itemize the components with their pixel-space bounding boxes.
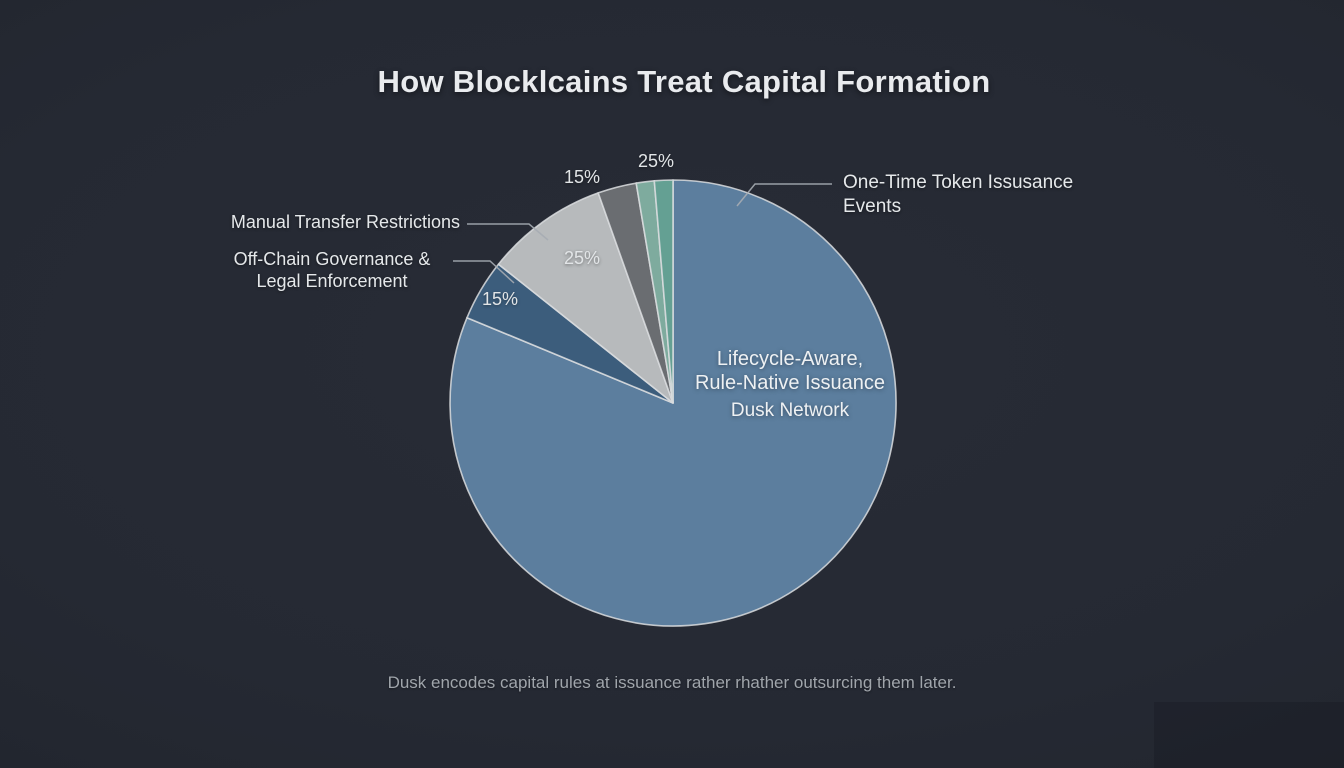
callout-label-off-chain-governance: Off-Chain Governance & Legal Enforcement — [182, 248, 482, 292]
leader-line-off-chain — [453, 260, 515, 284]
slice-label-line1: Lifecycle-Aware, — [716, 348, 864, 370]
pct-label-sage-teal-slice: 25% — [637, 151, 675, 171]
callout-label-off-chain-line2: Legal Enforcement — [256, 271, 408, 291]
callout-label-one-time-line1: One-Time Token Issusance — [843, 172, 1074, 193]
pct-label-manual-transfer-slice: 25% — [563, 248, 601, 268]
slice-label-line2: Rule-Native Issuance — [694, 372, 886, 394]
callout-label-manual-transfer: Manual Transfer Restrictions — [230, 212, 460, 232]
leader-line-one-time-issuance — [736, 183, 832, 207]
slice-label-line3: Dusk Network — [730, 400, 850, 421]
pie-slice-one-time-token-issuance — [653, 179, 674, 404]
leader-lines — [453, 183, 832, 284]
page-title: How Blocklcains Treat Capital Formation — [377, 64, 991, 99]
pct-label-dark-gray-slice: 15% — [563, 167, 601, 187]
callout-label-off-chain-line1: Off-Chain Governance & — [233, 249, 431, 269]
pct-label-off-chain-slice: 15% — [481, 289, 519, 309]
watermark-area — [1154, 702, 1344, 768]
callout-label-one-time-line2: Events — [843, 195, 902, 217]
leader-line-manual-transfer — [467, 223, 549, 241]
pie-slices — [449, 179, 897, 627]
slice-label-dusk-network: Lifecycle-Aware, Rule-Native Issuance Du… — [650, 347, 930, 422]
chart-caption: Dusk encodes capital rules at issuance r… — [387, 673, 957, 692]
pie-slice-manual-transfer-restrictions — [497, 192, 674, 404]
callout-label-one-time-issuance: One-Time Token Issusance Events — [843, 171, 1123, 218]
